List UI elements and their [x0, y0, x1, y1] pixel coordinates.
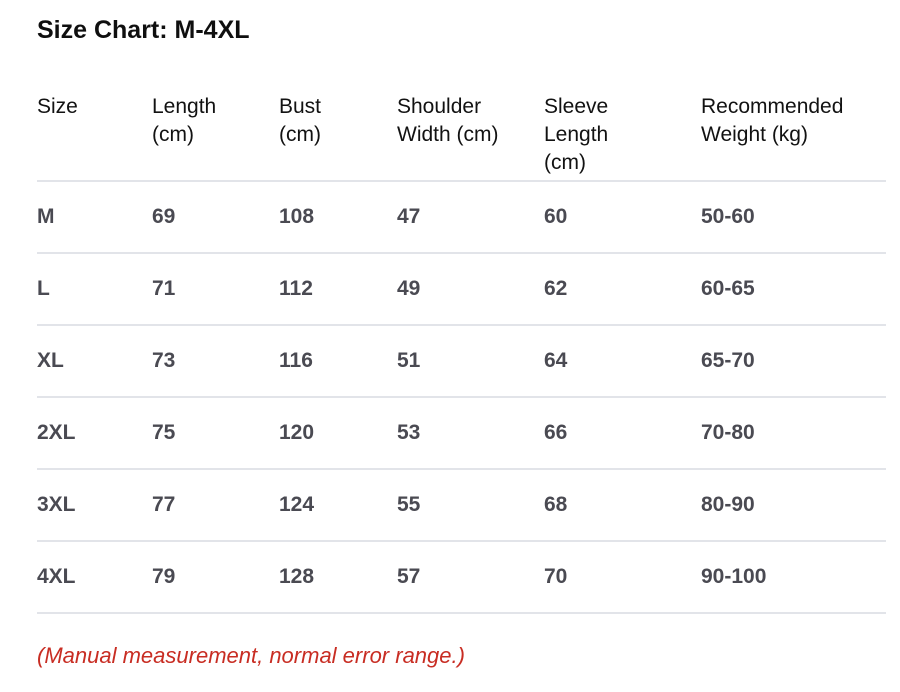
cell-bust: 128	[279, 541, 397, 614]
column-header-recommended-weight: Recommended Weight (kg)	[701, 93, 886, 182]
cell-size: XL	[37, 325, 152, 398]
cell-size: M	[37, 181, 152, 254]
column-header-label: Shoulder Width (cm)	[397, 95, 499, 146]
cell-recommended-weight: 65-70	[701, 325, 886, 398]
size-chart-table: Size Length (cm) Bust (cm) Shoulder Widt…	[37, 93, 886, 614]
cell-bust: 116	[279, 325, 397, 398]
header-row: Size Length (cm) Bust (cm) Shoulder Widt…	[37, 93, 886, 182]
column-header-size: Size	[37, 93, 152, 182]
cell-shoulder-width: 51	[397, 325, 544, 398]
cell-sleeve-length: 64	[544, 325, 701, 398]
cell-length: 77	[152, 469, 279, 542]
cell-length: 71	[152, 253, 279, 326]
table-row-3xl: 3XL 77 124 55 68 80-90	[37, 469, 886, 542]
column-header-label: Recommended Weight (kg)	[701, 95, 844, 146]
table-header: Size Length (cm) Bust (cm) Shoulder Widt…	[37, 93, 886, 182]
measurement-disclaimer-note: (Manual measurement, normal error range.…	[37, 643, 465, 668]
cell-length: 73	[152, 325, 279, 398]
cell-shoulder-width: 53	[397, 397, 544, 470]
cell-length: 69	[152, 181, 279, 254]
cell-sleeve-length: 66	[544, 397, 701, 470]
cell-bust: 120	[279, 397, 397, 470]
cell-shoulder-width: 49	[397, 253, 544, 326]
cell-size: 4XL	[37, 541, 152, 614]
column-header-label: Size	[37, 95, 78, 118]
table-body: M 69 108 47 60 50-60 L 71 112 49 62 60-6…	[37, 181, 886, 614]
column-header-length: Length (cm)	[152, 93, 279, 182]
column-header-shoulder-width: Shoulder Width (cm)	[397, 93, 544, 182]
table-row-2xl: 2XL 75 120 53 66 70-80	[37, 397, 886, 470]
cell-size: 3XL	[37, 469, 152, 542]
cell-shoulder-width: 47	[397, 181, 544, 254]
cell-recommended-weight: 60-65	[701, 253, 886, 326]
column-header-label: Bust (cm)	[279, 95, 322, 146]
page-title: Size Chart: M-4XL	[37, 16, 250, 44]
cell-sleeve-length: 70	[544, 541, 701, 614]
column-header-sleeve-length: Sleeve Length (cm)	[544, 93, 701, 182]
content-wrap: Size Chart: M-4XL Size Length (cm) Bust …	[0, 16, 900, 669]
cell-bust: 124	[279, 469, 397, 542]
column-header-label: Length (cm)	[152, 95, 217, 146]
cell-sleeve-length: 62	[544, 253, 701, 326]
cell-bust: 112	[279, 253, 397, 326]
cell-recommended-weight: 50-60	[701, 181, 886, 254]
cell-length: 79	[152, 541, 279, 614]
cell-size: L	[37, 253, 152, 326]
table-row-4xl: 4XL 79 128 57 70 90-100	[37, 541, 886, 614]
cell-shoulder-width: 57	[397, 541, 544, 614]
table-row-xl: XL 73 116 51 64 65-70	[37, 325, 886, 398]
cell-length: 75	[152, 397, 279, 470]
cell-sleeve-length: 68	[544, 469, 701, 542]
column-header-bust: Bust (cm)	[279, 93, 397, 182]
cell-recommended-weight: 90-100	[701, 541, 886, 614]
cell-sleeve-length: 60	[544, 181, 701, 254]
cell-size: 2XL	[37, 397, 152, 470]
cell-bust: 108	[279, 181, 397, 254]
cell-recommended-weight: 80-90	[701, 469, 886, 542]
cell-recommended-weight: 70-80	[701, 397, 886, 470]
table-row-m: M 69 108 47 60 50-60	[37, 181, 886, 254]
column-header-label: Sleeve Length (cm)	[544, 95, 609, 174]
cell-shoulder-width: 55	[397, 469, 544, 542]
table-row-l: L 71 112 49 62 60-65	[37, 253, 886, 326]
